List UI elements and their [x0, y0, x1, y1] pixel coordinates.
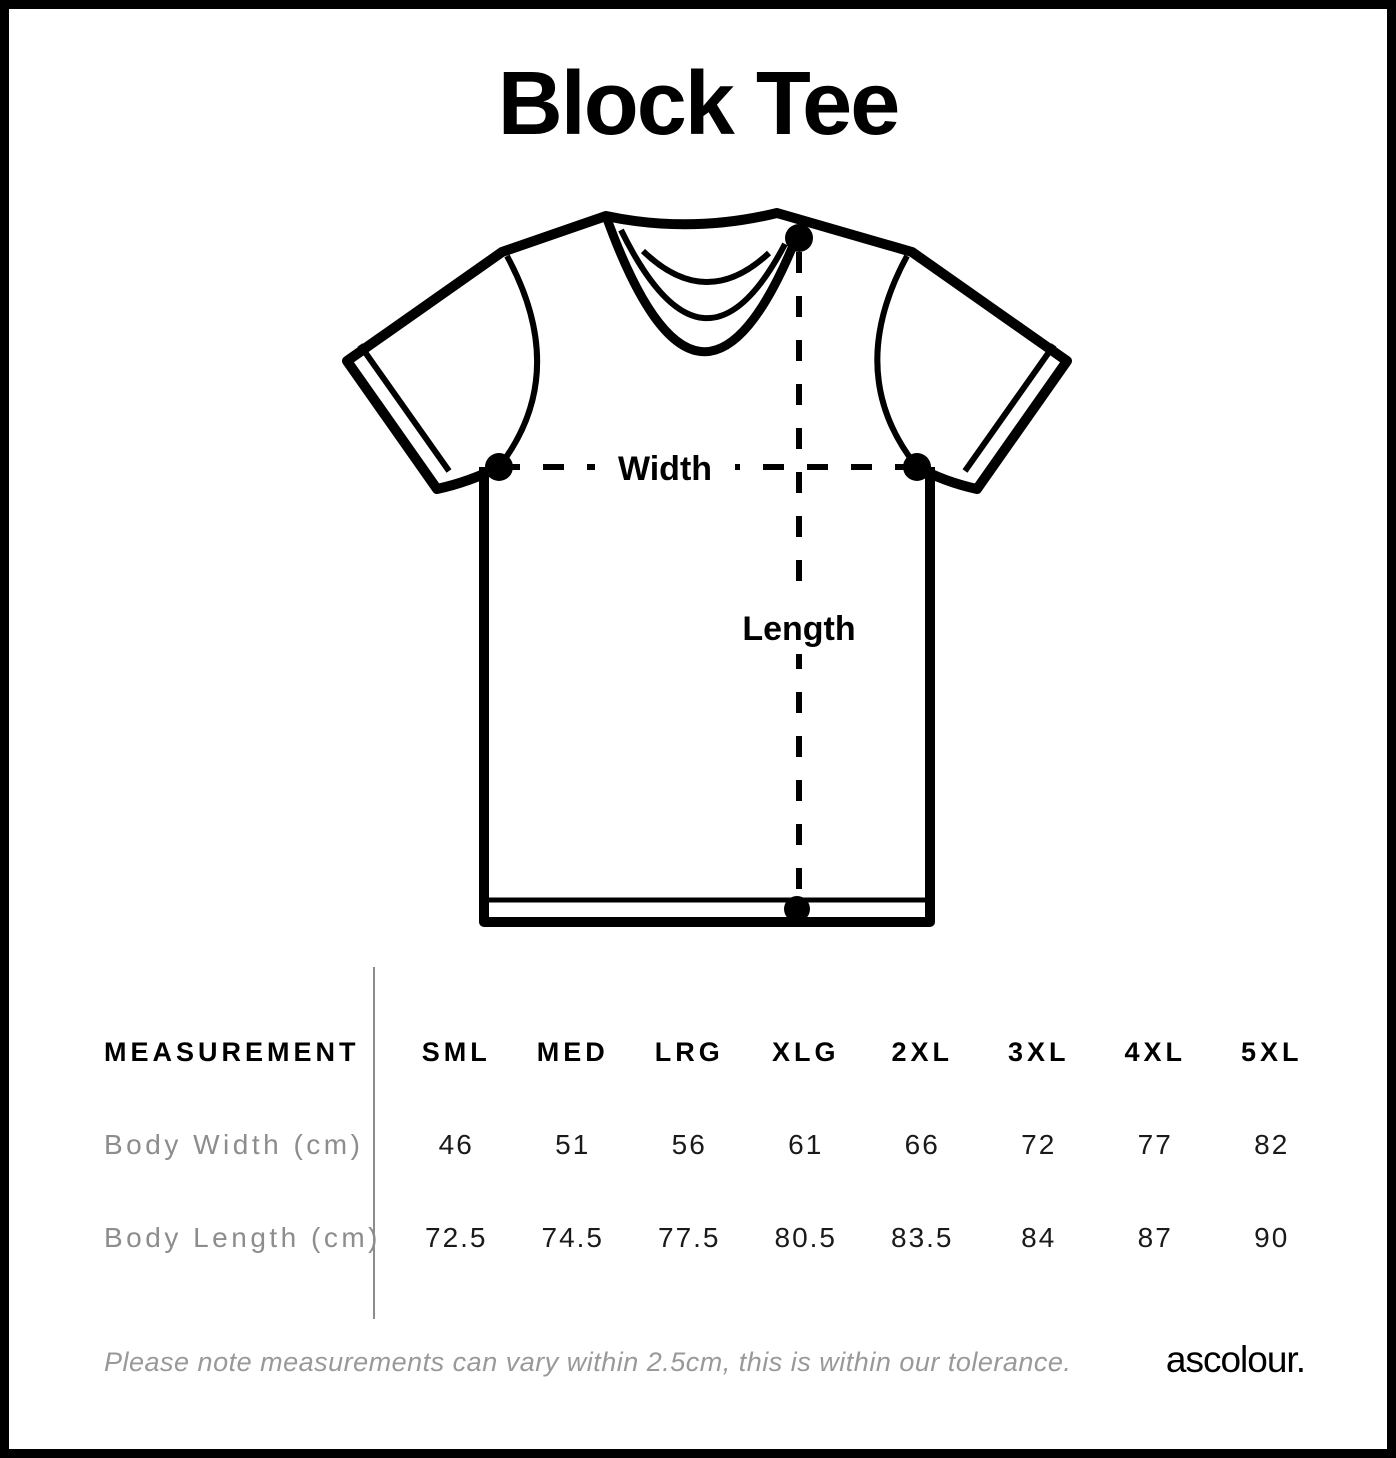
body-width-3xl: 72	[1021, 1129, 1057, 1160]
body-width-2xl: 66	[904, 1129, 940, 1160]
tee-body-outline	[479, 467, 935, 927]
hem-point-dot	[784, 896, 810, 922]
right-armpit-dot	[903, 453, 931, 481]
body-length-sml: 72.5	[425, 1222, 488, 1253]
body-width-label: Body Width (cm)	[104, 1129, 364, 1160]
body-width-row: Body Width (cm) 46 51 56 61 66 72 77 82	[104, 1120, 1330, 1170]
body-length-row: Body Length (cm) 72.5 74.5 77.5 80.5 83.…	[104, 1213, 1330, 1263]
page-title: Block Tee	[497, 54, 901, 154]
body-width-sml: 46	[438, 1129, 474, 1160]
size-header-xlg: XLG	[771, 1036, 840, 1067]
body-width-xlg: 61	[788, 1129, 824, 1160]
length-label: Length	[742, 610, 855, 648]
tee-back-neck-curve	[640, 248, 772, 285]
body-length-3xl: 84	[1021, 1222, 1057, 1253]
size-header-5xl: 5XL	[1240, 1036, 1303, 1067]
size-table: MEASUREMENT SML MED LRG XLG 2XL 3XL 4XL …	[104, 1027, 1330, 1263]
width-label: Width	[618, 450, 712, 488]
length-label-backplate	[727, 602, 871, 654]
body-length-5xl: 90	[1254, 1222, 1290, 1253]
measurement-header: MEASUREMENT	[104, 1036, 360, 1067]
tee-sleeves-shoulders-outline	[342, 208, 1072, 494]
body-length-4xl: 87	[1137, 1222, 1173, 1253]
tee-diagram-svg: Width Length	[342, 208, 1072, 927]
body-length-xlg: 80.5	[774, 1222, 837, 1253]
tee-right-armhole-seam	[874, 254, 920, 469]
body-length-med: 74.5	[541, 1222, 604, 1253]
size-header-2xl: 2XL	[891, 1036, 954, 1067]
table-divider	[373, 967, 375, 1319]
body-width-lrg: 56	[671, 1129, 707, 1160]
size-header-sml: SML	[421, 1036, 491, 1067]
size-header-med: MED	[536, 1036, 609, 1067]
neck-point-dot	[785, 224, 813, 252]
tee-left-armhole-seam	[496, 254, 540, 469]
left-armpit-dot	[485, 453, 513, 481]
body-length-2xl: 83.5	[891, 1222, 954, 1253]
width-label-backplate	[595, 442, 735, 492]
body-length-label: Body Length (cm)	[104, 1222, 381, 1253]
tee-diagram: Width Length	[329, 194, 1089, 944]
size-header-lrg: LRG	[654, 1036, 724, 1067]
body-length-lrg: 77.5	[658, 1222, 721, 1253]
body-width-5xl: 82	[1254, 1129, 1290, 1160]
body-width-med: 51	[555, 1129, 591, 1160]
tee-collar-inner-curve	[618, 228, 788, 321]
size-header-3xl: 3XL	[1007, 1036, 1070, 1067]
size-table-header-row: MEASUREMENT SML MED LRG XLG 2XL 3XL 4XL …	[104, 1027, 1330, 1077]
brand-logo: ascolour.	[1165, 1339, 1306, 1380]
tolerance-note: Please note measurements can vary within…	[104, 1347, 1072, 1377]
size-header-4xl: 4XL	[1124, 1036, 1187, 1067]
tee-collar-outer-curve	[601, 214, 802, 357]
body-width-4xl: 77	[1137, 1129, 1173, 1160]
tee-right-cuff-seam	[962, 343, 1057, 473]
tee-left-cuff-seam	[357, 343, 452, 473]
